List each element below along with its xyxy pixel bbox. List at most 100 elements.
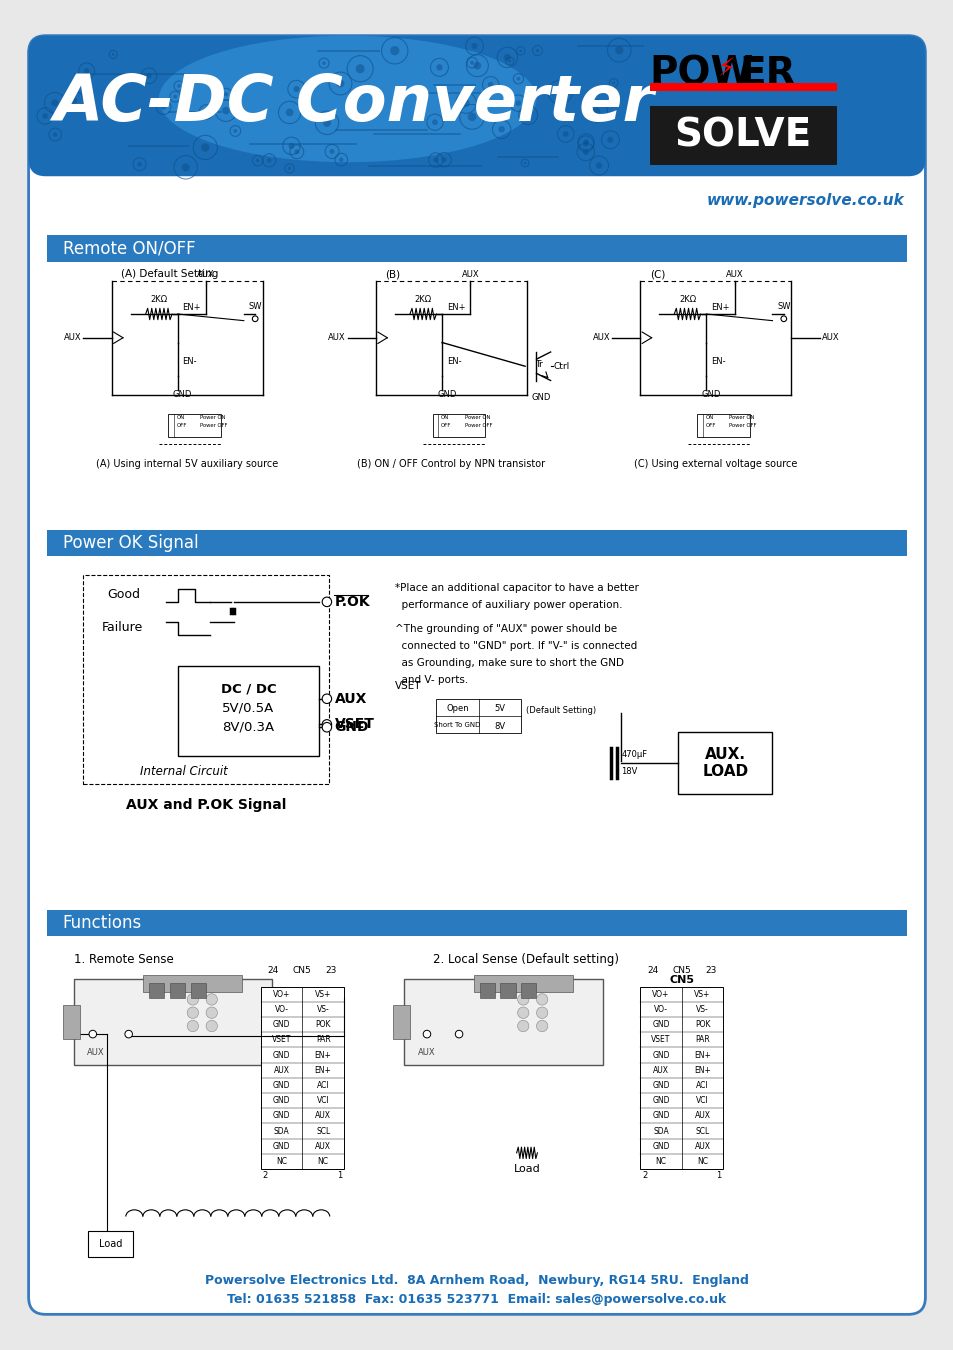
Text: GND: GND xyxy=(273,1050,290,1060)
Bar xyxy=(639,987,722,1169)
Circle shape xyxy=(233,130,237,132)
Text: VSET: VSET xyxy=(651,1035,670,1045)
Circle shape xyxy=(432,119,437,126)
Circle shape xyxy=(517,1021,528,1031)
Circle shape xyxy=(330,148,335,154)
Text: 1: 1 xyxy=(716,1170,720,1180)
Text: AUX: AUX xyxy=(328,333,345,343)
Circle shape xyxy=(423,1030,431,1038)
Text: P.OK: P.OK xyxy=(335,595,370,609)
Circle shape xyxy=(204,109,209,115)
Text: Power OFF: Power OFF xyxy=(728,423,756,428)
Text: GND: GND xyxy=(700,390,720,400)
Text: POK: POK xyxy=(315,1021,331,1029)
Circle shape xyxy=(517,1007,528,1018)
Text: 5V: 5V xyxy=(494,705,505,713)
Circle shape xyxy=(524,112,531,119)
Text: GND: GND xyxy=(652,1142,669,1150)
Circle shape xyxy=(467,112,476,122)
Circle shape xyxy=(53,132,57,136)
Circle shape xyxy=(515,100,520,107)
Circle shape xyxy=(390,46,399,55)
Text: GND: GND xyxy=(273,1021,290,1029)
Ellipse shape xyxy=(159,35,536,162)
Text: ACI: ACI xyxy=(696,1081,708,1089)
Circle shape xyxy=(322,61,325,65)
Text: Tr: Tr xyxy=(534,360,541,369)
Text: GND: GND xyxy=(652,1096,669,1106)
Circle shape xyxy=(294,86,299,92)
Text: (A) Using internal 5V auxiliary source: (A) Using internal 5V auxiliary source xyxy=(96,459,278,470)
Circle shape xyxy=(582,139,588,144)
Text: VCI: VCI xyxy=(696,1096,708,1106)
Bar xyxy=(73,979,272,1065)
Text: ACI: ACI xyxy=(316,1081,329,1089)
Text: AUX: AUX xyxy=(694,1142,710,1150)
Circle shape xyxy=(146,73,152,78)
Text: Tel: 01635 521858  Fax: 01635 523771  Email: sales@powersolve.co.uk: Tel: 01635 521858 Fax: 01635 523771 Emai… xyxy=(227,1293,726,1305)
Circle shape xyxy=(222,107,230,115)
Text: AUX: AUX xyxy=(653,1065,668,1075)
Text: AC-DC Converter: AC-DC Converter xyxy=(53,72,654,134)
Circle shape xyxy=(177,84,180,88)
Text: Power OK Signal: Power OK Signal xyxy=(63,535,198,552)
Text: VS+: VS+ xyxy=(694,990,710,999)
Text: VO-: VO- xyxy=(654,1004,667,1014)
Bar xyxy=(63,1004,79,1040)
Text: ⚡: ⚡ xyxy=(717,58,735,82)
Text: AUX: AUX xyxy=(64,333,81,343)
Circle shape xyxy=(285,108,294,116)
Bar xyxy=(520,983,536,998)
Text: VS+: VS+ xyxy=(314,990,331,999)
Circle shape xyxy=(536,1021,547,1031)
Bar xyxy=(649,105,836,165)
Text: EN-: EN- xyxy=(446,356,461,366)
Text: AUX: AUX xyxy=(314,1111,331,1120)
Text: EN+: EN+ xyxy=(710,304,729,312)
Text: 470μF: 470μF xyxy=(620,751,647,759)
Text: (A) Default Setting: (A) Default Setting xyxy=(121,270,218,279)
Circle shape xyxy=(322,694,332,703)
Text: (B): (B) xyxy=(385,270,400,279)
Text: Power OFF: Power OFF xyxy=(464,423,492,428)
Text: ON: ON xyxy=(440,414,449,420)
Text: SW: SW xyxy=(777,302,790,311)
Text: (B) ON / OFF Control by NPN transistor: (B) ON / OFF Control by NPN transistor xyxy=(357,459,545,470)
Text: AUX: AUX xyxy=(694,1111,710,1120)
Circle shape xyxy=(470,61,474,65)
Text: 1: 1 xyxy=(336,1170,341,1180)
Circle shape xyxy=(322,597,332,606)
Circle shape xyxy=(462,100,469,107)
Circle shape xyxy=(441,157,446,162)
Circle shape xyxy=(592,107,599,115)
Text: SW: SW xyxy=(248,302,262,311)
Text: SCL: SCL xyxy=(315,1126,330,1135)
Bar xyxy=(170,983,185,998)
FancyBboxPatch shape xyxy=(29,35,924,1315)
Text: NC: NC xyxy=(317,1157,328,1166)
Circle shape xyxy=(187,1007,198,1018)
Text: OFF: OFF xyxy=(176,423,187,428)
Text: AUX: AUX xyxy=(821,333,839,343)
Text: connected to "GND" port. If "V-" is connected: connected to "GND" port. If "V-" is conn… xyxy=(395,641,637,651)
Circle shape xyxy=(497,126,504,132)
Text: EN-: EN- xyxy=(182,356,197,366)
Circle shape xyxy=(173,95,177,99)
Bar xyxy=(88,1231,133,1257)
Text: 5V/0.5A: 5V/0.5A xyxy=(222,702,274,714)
Text: PAR: PAR xyxy=(315,1035,330,1045)
Text: EN-: EN- xyxy=(710,356,725,366)
Text: NC: NC xyxy=(655,1157,666,1166)
Text: GND: GND xyxy=(652,1111,669,1120)
Circle shape xyxy=(288,167,291,170)
Circle shape xyxy=(523,162,526,165)
Text: VO+: VO+ xyxy=(273,990,290,999)
Text: VSET: VSET xyxy=(335,717,374,732)
Circle shape xyxy=(89,1030,96,1038)
Text: 2KΩ: 2KΩ xyxy=(415,296,432,305)
Text: GND: GND xyxy=(335,721,369,734)
Bar xyxy=(432,413,485,436)
Circle shape xyxy=(322,722,332,732)
Text: Good: Good xyxy=(107,587,140,601)
Text: 8V: 8V xyxy=(494,721,505,730)
